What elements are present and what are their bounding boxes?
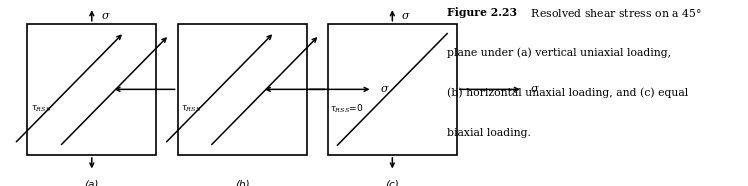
Polygon shape bbox=[177, 24, 307, 155]
Text: $\sigma$: $\sigma$ bbox=[530, 84, 540, 94]
Text: $\sigma$: $\sigma$ bbox=[401, 11, 411, 20]
Text: $\tau_{RSS}$=0: $\tau_{RSS}$=0 bbox=[330, 103, 364, 115]
Text: (b) horizontal unaxial loading, and (c) equal: (b) horizontal unaxial loading, and (c) … bbox=[447, 88, 689, 98]
Text: biaxial loading.: biaxial loading. bbox=[447, 128, 531, 138]
Text: Figure 2.23: Figure 2.23 bbox=[447, 7, 518, 18]
Polygon shape bbox=[27, 24, 156, 155]
Polygon shape bbox=[328, 24, 457, 155]
Text: $\sigma$: $\sigma$ bbox=[380, 84, 390, 94]
Text: $\tau_{RSS}$: $\tau_{RSS}$ bbox=[31, 104, 51, 114]
Text: $\tau_{RSS}$: $\tau_{RSS}$ bbox=[181, 104, 201, 114]
Text: plane under (a) vertical uniaxial loading,: plane under (a) vertical uniaxial loadin… bbox=[447, 47, 672, 58]
Text: (a): (a) bbox=[85, 179, 99, 186]
Text: (b): (b) bbox=[235, 179, 249, 186]
Text: Resolved shear stress on a 45$\degree$: Resolved shear stress on a 45$\degree$ bbox=[524, 7, 702, 19]
Text: (c): (c) bbox=[385, 179, 399, 186]
Text: $\sigma$: $\sigma$ bbox=[100, 11, 111, 20]
